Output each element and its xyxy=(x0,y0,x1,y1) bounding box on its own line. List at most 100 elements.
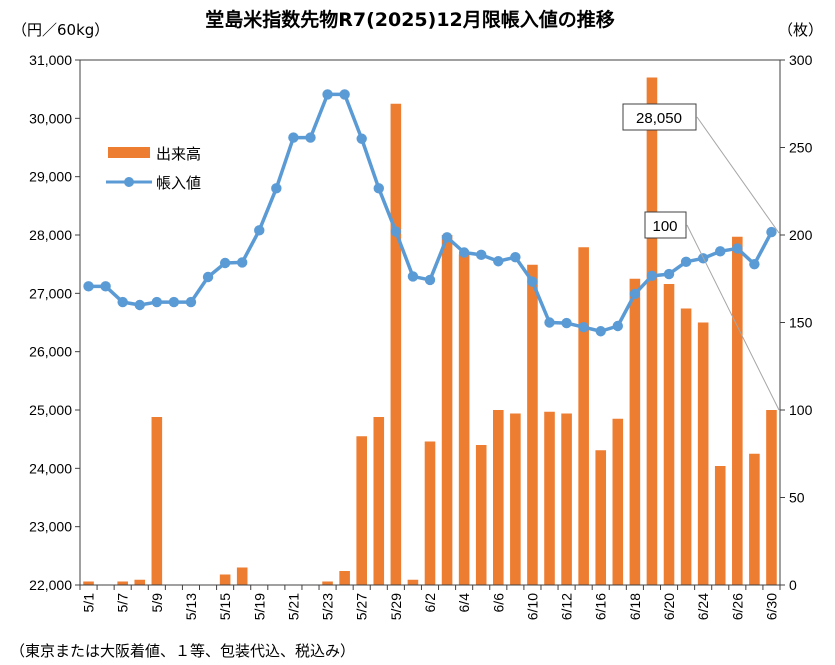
settlement-point xyxy=(458,247,470,258)
settlement-point xyxy=(766,226,777,238)
settlement-point xyxy=(390,226,402,237)
right-tick-label: 300 xyxy=(789,52,813,68)
volume-bar xyxy=(561,413,572,585)
settlement-point xyxy=(219,257,231,269)
legend-label-settlement: 帳入値 xyxy=(156,174,201,192)
volume-bar xyxy=(424,441,436,585)
volume-bar xyxy=(749,453,760,585)
right-axis-unit: （枚） xyxy=(778,21,823,39)
legend-box xyxy=(100,132,224,198)
left-tick-label: 30,000 xyxy=(29,110,72,126)
settlement-point xyxy=(493,256,504,267)
settlement-point xyxy=(356,133,367,144)
settlement-point xyxy=(254,225,265,236)
right-tick-label: 50 xyxy=(789,490,805,506)
settlement-point xyxy=(271,183,282,194)
x-tick-label: 5/15 xyxy=(217,593,233,620)
left-axis-unit: （円／60kg） xyxy=(12,21,109,39)
legend-label-volume: 出来高 xyxy=(156,145,201,163)
volume-bar xyxy=(595,450,607,585)
left-tick-label: 24,000 xyxy=(29,460,72,476)
volume-bar xyxy=(680,308,692,585)
volume-bar xyxy=(510,413,521,585)
x-tick-label: 6/30 xyxy=(763,593,779,620)
right-tick-label: 0 xyxy=(789,577,797,593)
settlement-point xyxy=(663,268,675,280)
settlement-point xyxy=(83,281,94,292)
volume-bar xyxy=(612,418,624,585)
volume-bar xyxy=(629,278,641,585)
footnote: （東京または大阪着値、１等、包装代込、税込み） xyxy=(10,642,355,660)
volume-bar xyxy=(714,466,726,585)
settlement-point xyxy=(236,257,248,268)
settlement-point xyxy=(339,89,350,100)
x-tick-label: 6/18 xyxy=(627,593,643,620)
x-tick-label: 6/10 xyxy=(524,593,540,620)
settlement-point xyxy=(407,271,419,282)
x-tick-label: 6/26 xyxy=(729,593,745,620)
x-tick-label: 5/1 xyxy=(81,593,97,613)
settlement-point xyxy=(441,232,453,243)
x-tick-label: 5/21 xyxy=(285,593,301,620)
x-tick-label: 6/12 xyxy=(559,593,575,620)
x-tick-label: 6/20 xyxy=(661,593,677,620)
volume-bar xyxy=(458,254,470,585)
volume-bar xyxy=(236,567,248,585)
callout-price: 28,050 xyxy=(636,110,682,127)
x-tick-label: 5/19 xyxy=(251,593,267,620)
settlement-point xyxy=(578,321,589,333)
settlement-point xyxy=(151,296,163,308)
settlement-point xyxy=(100,281,111,292)
settlement-point xyxy=(544,317,555,328)
settlement-point xyxy=(680,256,692,268)
settlement-point xyxy=(646,270,658,282)
x-tick-label: 5/7 xyxy=(115,593,131,613)
settlement-point xyxy=(117,296,128,308)
settlement-point xyxy=(476,249,487,261)
volume-bar xyxy=(151,417,163,585)
left-tick-label: 29,000 xyxy=(29,169,72,185)
left-tick-label: 23,000 xyxy=(29,519,72,535)
volume-bar xyxy=(697,322,709,585)
callout-volume: 100 xyxy=(652,218,677,235)
volume-bar xyxy=(475,445,487,585)
volume-bar xyxy=(544,411,555,585)
settlement-point xyxy=(288,132,299,143)
callouts: 28,050 100 xyxy=(622,103,780,411)
callout-leader-price xyxy=(696,116,780,234)
x-tick-label: 6/2 xyxy=(422,593,438,613)
volume-bar xyxy=(766,410,777,585)
settlement-point xyxy=(715,246,726,257)
settlement-point xyxy=(595,326,606,337)
left-tick-label: 31,000 xyxy=(29,52,72,68)
volume-bar xyxy=(732,236,743,585)
settlement-point xyxy=(322,89,333,100)
right-tick-label: 100 xyxy=(789,402,813,418)
settlement-point xyxy=(202,271,214,283)
left-tick-label: 22,000 xyxy=(29,577,72,593)
volume-bars xyxy=(83,77,777,585)
volume-bar xyxy=(646,77,658,585)
legend-swatch-volume xyxy=(108,147,150,158)
callout-box-volume xyxy=(644,211,687,239)
settlement-point xyxy=(561,317,572,329)
volume-bar xyxy=(441,235,453,585)
volume-bar xyxy=(322,581,333,585)
volume-bar xyxy=(390,103,402,585)
volume-bar xyxy=(134,579,146,585)
settlement-point xyxy=(629,288,641,300)
settlement-point xyxy=(373,183,384,194)
callout-leader-volume xyxy=(686,224,780,411)
left-tick-label: 28,000 xyxy=(29,227,72,243)
volume-bar xyxy=(83,581,94,585)
volume-bar xyxy=(339,571,350,585)
volume-bar xyxy=(578,247,589,585)
volume-bar xyxy=(219,574,231,585)
legend: 出来高 帳入値 xyxy=(100,132,224,198)
chart-title: 堂島米指数先物R7(2025)12月限帳入値の推移 xyxy=(205,8,615,31)
settlement-point xyxy=(134,299,145,311)
settlement-point xyxy=(612,320,624,332)
x-tick-label: 5/27 xyxy=(354,593,370,620)
x-tick-label: 6/16 xyxy=(593,593,609,620)
